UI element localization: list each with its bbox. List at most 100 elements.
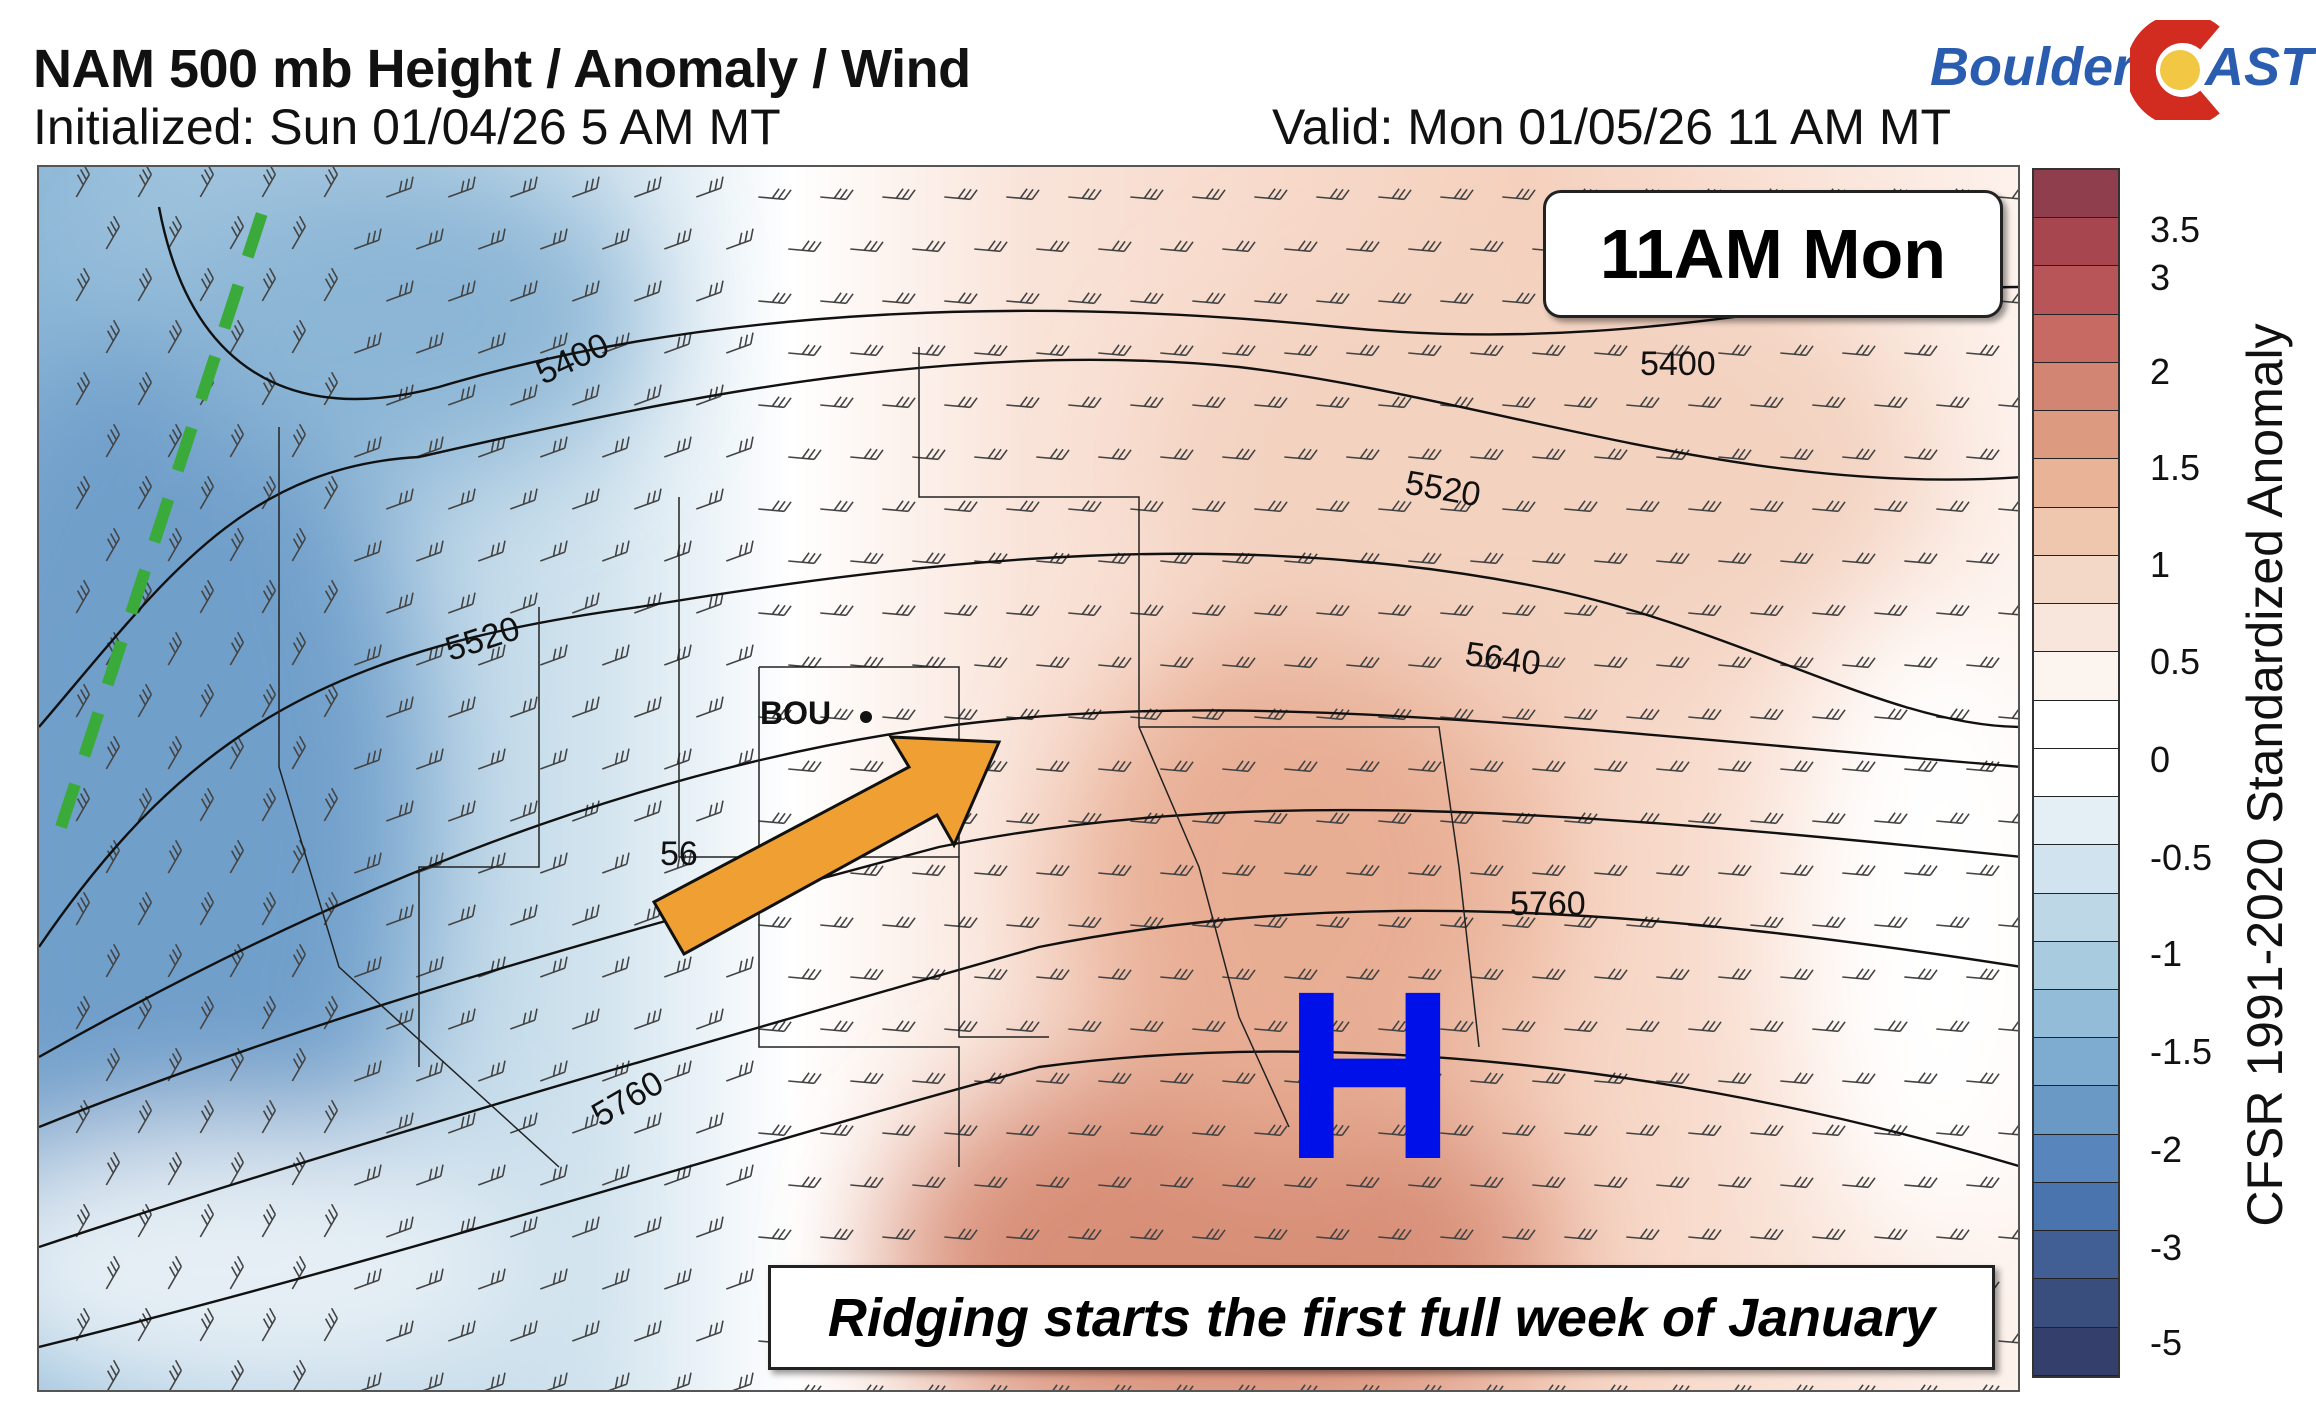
orange-arrow	[651, 735, 1002, 957]
wind-barb	[323, 1307, 339, 1342]
colorbar-segment	[2034, 507, 2118, 556]
wind-barb	[1966, 1176, 2000, 1189]
initialized-time: Initialized: Sun 01/04/26 5 AM MT	[33, 99, 781, 155]
wind-barb	[1378, 500, 1412, 513]
wind-barb	[354, 1164, 382, 1186]
wind-barb	[1966, 656, 2000, 669]
wind-barb	[1036, 240, 1070, 253]
wind-barb	[540, 1268, 568, 1290]
wind-barb	[912, 344, 946, 357]
wind-barb	[167, 631, 183, 666]
wind-barb	[664, 852, 692, 874]
wind-barb	[634, 592, 662, 614]
wind-barb	[540, 1060, 568, 1082]
wind-barb	[944, 708, 978, 721]
wind-barb	[1750, 1124, 1784, 1137]
wind-barb	[291, 631, 307, 666]
wind-barb	[1688, 604, 1722, 617]
wind-barb	[1440, 916, 1474, 929]
wind-barb	[1254, 708, 1288, 721]
colorbar-segment	[2034, 797, 2118, 846]
caption-box: Ridging starts the first full week of Ja…	[768, 1265, 1995, 1370]
wind-barb	[1564, 1228, 1598, 1241]
wind-barb	[199, 1307, 215, 1342]
wind-barb	[820, 604, 854, 617]
wind-barb	[1254, 1124, 1288, 1137]
high-pressure-marker: H	[1283, 941, 1457, 1209]
wind-barb	[1346, 344, 1380, 357]
wind-barb	[105, 527, 121, 562]
wind-barb	[1222, 864, 1256, 877]
wind-barb	[1346, 1176, 1380, 1189]
colorbar-tick-label: -2	[2150, 1129, 2183, 1170]
wind-barb	[1564, 604, 1598, 617]
wind-barb	[1842, 864, 1876, 877]
wind-barb	[1440, 188, 1474, 201]
wind-barb	[1998, 812, 2018, 825]
wind-barb	[820, 708, 854, 721]
wind-barb	[1192, 604, 1226, 617]
wind-barb	[261, 371, 277, 406]
contour-label: 5760	[1510, 885, 1586, 923]
wind-barb	[1408, 344, 1442, 357]
wind-barb	[1502, 1020, 1536, 1033]
wind-barb	[696, 488, 724, 510]
wind-barb	[1408, 968, 1442, 981]
wind-barb	[1780, 552, 1814, 565]
wind-barb	[664, 1268, 692, 1290]
wind-barb	[912, 448, 946, 461]
wind-barb	[1284, 1176, 1318, 1189]
wind-barb	[510, 1008, 538, 1030]
wind-barb	[974, 240, 1008, 253]
wind-barb	[1130, 500, 1164, 513]
wind-barb	[1966, 864, 2000, 877]
wind-barb	[540, 540, 568, 562]
wind-barb	[323, 995, 339, 1030]
wind-barb	[1316, 292, 1350, 305]
wind-barb	[696, 800, 724, 822]
wind-barb	[261, 167, 277, 198]
wind-barb	[1842, 1072, 1876, 1085]
wind-barb	[448, 1008, 476, 1030]
wind-barb	[448, 1112, 476, 1134]
wind-barb	[944, 1020, 978, 1033]
wind-barb	[1006, 1124, 1040, 1137]
wind-barb	[1378, 188, 1412, 201]
wind-barb	[1626, 396, 1660, 409]
wind-barb	[634, 1008, 662, 1030]
colorbar-segment	[2034, 555, 2118, 605]
wind-barb	[572, 1216, 600, 1238]
colorbar-segment	[2034, 266, 2118, 315]
colorbar-segment	[2034, 941, 2118, 990]
wind-barb	[1254, 188, 1288, 201]
wind-barb	[1688, 1228, 1722, 1241]
wind-barb	[1408, 1176, 1442, 1189]
contour-5760	[39, 1050, 2018, 1349]
wind-barb	[478, 1372, 506, 1390]
wind-barb	[1502, 708, 1536, 721]
colorbar-segment	[2034, 652, 2118, 701]
wind-barb	[1284, 344, 1318, 357]
wind-barb	[1284, 448, 1318, 461]
wind-barb	[199, 475, 215, 510]
contour-5400-b	[39, 358, 2018, 728]
wind-barb	[1192, 1020, 1226, 1033]
wind-barb	[1812, 1228, 1846, 1241]
wind-barb	[1780, 968, 1814, 981]
wind-barb	[1750, 1228, 1784, 1241]
wind-barb	[696, 696, 724, 718]
wind-barb	[1874, 708, 1908, 721]
wind-barb	[199, 683, 215, 718]
wind-barb	[386, 1320, 414, 1342]
wind-barb	[1130, 708, 1164, 721]
wind-barb	[1656, 656, 1690, 669]
wind-barb	[1874, 396, 1908, 409]
wind-barb	[229, 527, 245, 562]
wind-barb	[354, 956, 382, 978]
wind-barb	[105, 735, 121, 770]
wind-barb	[323, 371, 339, 406]
wind-barb	[1408, 656, 1442, 669]
wind-barb	[416, 1164, 444, 1186]
wind-barb	[1842, 656, 1876, 669]
wind-barb	[1780, 448, 1814, 461]
